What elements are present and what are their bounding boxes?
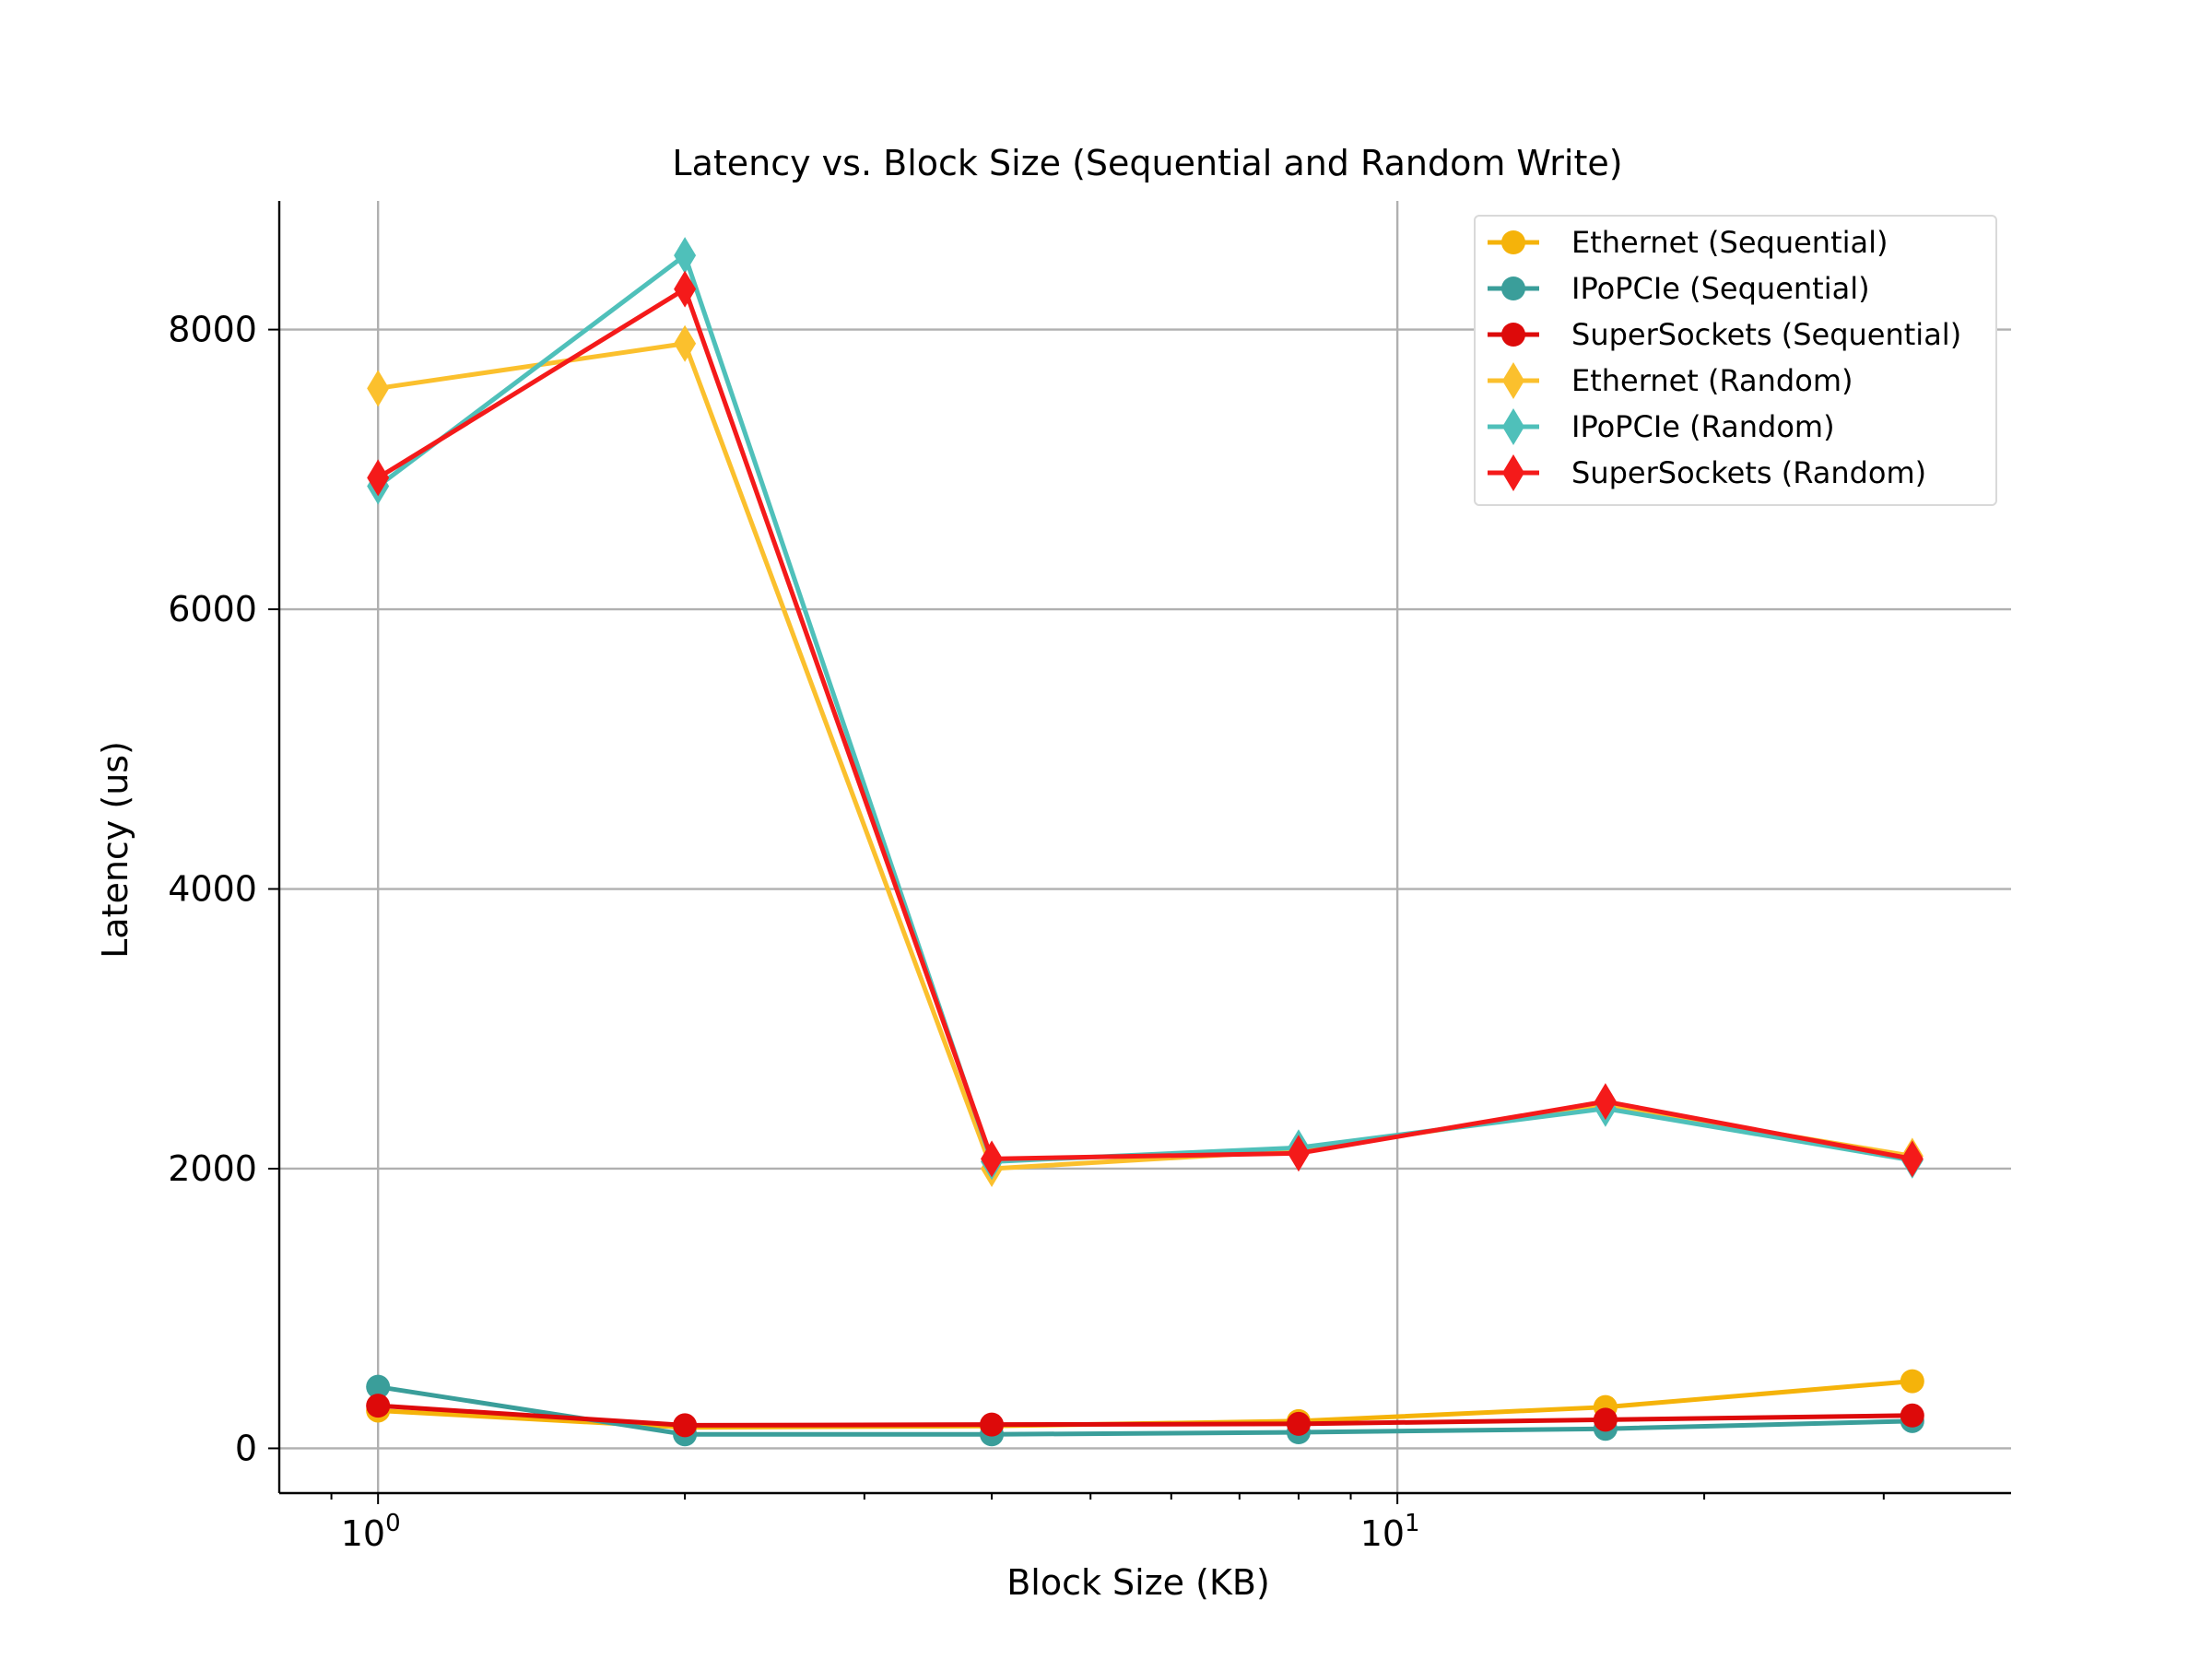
legend-label: Ethernet (Random) <box>1571 363 1853 398</box>
grid <box>279 201 2011 1493</box>
chart-title: Latency vs. Block Size (Sequential and R… <box>672 143 1622 183</box>
legend-item: SuperSockets (Sequential) <box>1488 317 1961 352</box>
data-point <box>1900 1403 1924 1428</box>
legend-label: Ethernet (Sequential) <box>1571 225 1888 260</box>
legend-item: IPoPCIe (Random) <box>1488 408 1835 445</box>
data-point <box>674 324 697 362</box>
data-point <box>1286 1411 1311 1436</box>
data-point <box>1593 1407 1618 1432</box>
y-tick-label: 2000 <box>168 1148 257 1189</box>
data-point <box>366 1394 391 1418</box>
legend-marker <box>1502 362 1524 399</box>
legend-marker <box>1501 276 1525 300</box>
data-point <box>674 270 697 308</box>
data-point <box>1287 1135 1310 1172</box>
legend-label: SuperSockets (Random) <box>1571 455 1926 490</box>
x-tick-label: 101 <box>1360 1510 1420 1554</box>
legend-marker <box>1501 230 1525 254</box>
data-point <box>1900 1369 1924 1394</box>
data-point <box>980 1412 1005 1437</box>
y-tick-label: 6000 <box>168 589 257 629</box>
legend-marker <box>1501 323 1525 347</box>
legend-label: IPoPCIe (Sequential) <box>1571 271 1870 306</box>
legend-item: IPoPCIe (Sequential) <box>1488 271 1870 306</box>
series-supersockets-random <box>367 270 1924 1178</box>
series-ipopcie-sequential <box>366 1374 1924 1447</box>
y-tick-label: 0 <box>235 1428 257 1468</box>
x-axis-label: Block Size (KB) <box>1006 1562 1270 1603</box>
y-tick-label: 8000 <box>168 310 257 350</box>
data-point <box>366 1374 391 1399</box>
legend-item: Ethernet (Random) <box>1488 362 1853 399</box>
legend-marker <box>1502 408 1524 445</box>
legend: Ethernet (Sequential) IPoPCIe (Sequential… <box>1474 215 1997 506</box>
data-point <box>981 1140 1004 1178</box>
axes: 0 2000 4000 6000 8000 100 101 <box>168 201 2011 1554</box>
legend-item: Ethernet (Sequential) <box>1488 225 1888 260</box>
series-line <box>378 1403 1912 1428</box>
legend-label: IPoPCIe (Random) <box>1571 409 1835 444</box>
series-supersockets-sequential <box>366 1394 1924 1438</box>
y-axis-label: Latency (us) <box>95 741 135 959</box>
data-point <box>367 370 390 407</box>
data-point <box>1900 1140 1924 1178</box>
x-tick-label: 100 <box>341 1510 401 1554</box>
legend-item: SuperSockets (Random) <box>1488 454 1926 491</box>
data-point <box>1594 1083 1617 1121</box>
y-tick-label: 4000 <box>168 869 257 910</box>
series-layer <box>366 237 1924 1447</box>
series-line <box>377 1384 1912 1437</box>
legend-marker <box>1502 454 1524 491</box>
legend-label: SuperSockets (Sequential) <box>1571 317 1961 352</box>
data-point <box>673 1413 698 1438</box>
legend-box <box>1474 215 1997 506</box>
series-line <box>377 341 1913 1171</box>
data-point <box>674 237 697 275</box>
series-line <box>376 287 1913 1161</box>
data-point <box>367 459 390 497</box>
